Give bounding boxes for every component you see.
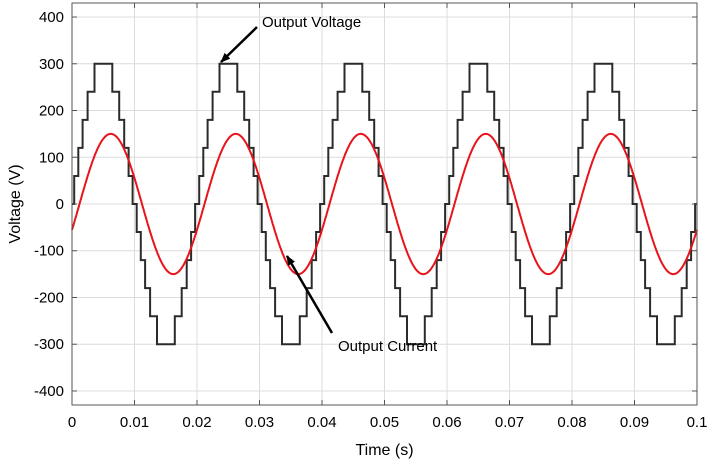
annotation-label: Output Current (338, 338, 438, 355)
y-axis-ticks: -400 -300 -200 -100 0 100 200 300 400 (34, 9, 697, 400)
x-tick-label: 0.05 (370, 414, 399, 431)
output-current-line (71, 132, 698, 276)
annotation-arrow (220, 26, 258, 63)
x-tick-label: 0.1 (687, 414, 708, 431)
annotations: Output Voltage Output Current (220, 14, 438, 355)
x-tick-label: 0.01 (120, 414, 149, 431)
x-tick-label: 0.09 (620, 414, 649, 431)
x-tick-label: 0.08 (557, 414, 586, 431)
series-layer (71, 62, 698, 346)
y-axis-label: Voltage (V) (7, 164, 24, 243)
x-tick-label: 0 (68, 414, 76, 431)
annotation-arrow (285, 255, 334, 334)
x-tick-label: 0.06 (432, 414, 461, 431)
x-axis-label: Time (s) (355, 442, 413, 459)
y-tick-label: -300 (34, 336, 64, 353)
output-voltage-line (72, 62, 697, 346)
annotation-label: Output Voltage (262, 14, 361, 31)
x-axis-ticks: 0 0.01 0.02 0.03 0.04 0.05 0.06 0.07 0.08 0.09 0.1 (68, 3, 708, 431)
y-tick-label: -400 (34, 383, 64, 400)
y-tick-label: 300 (39, 56, 64, 73)
x-tick-label: 0.04 (307, 414, 336, 431)
y-tick-label: 200 (39, 103, 64, 120)
y-tick-label: 400 (39, 9, 64, 26)
y-tick-label: 0 (56, 196, 64, 213)
y-tick-label: 100 (39, 149, 64, 166)
x-tick-label: 0.02 (182, 414, 211, 431)
y-tick-label: -100 (34, 243, 64, 260)
x-tick-label: 0.07 (495, 414, 524, 431)
y-tick-label: -200 (34, 289, 64, 306)
x-tick-label: 0.03 (245, 414, 274, 431)
